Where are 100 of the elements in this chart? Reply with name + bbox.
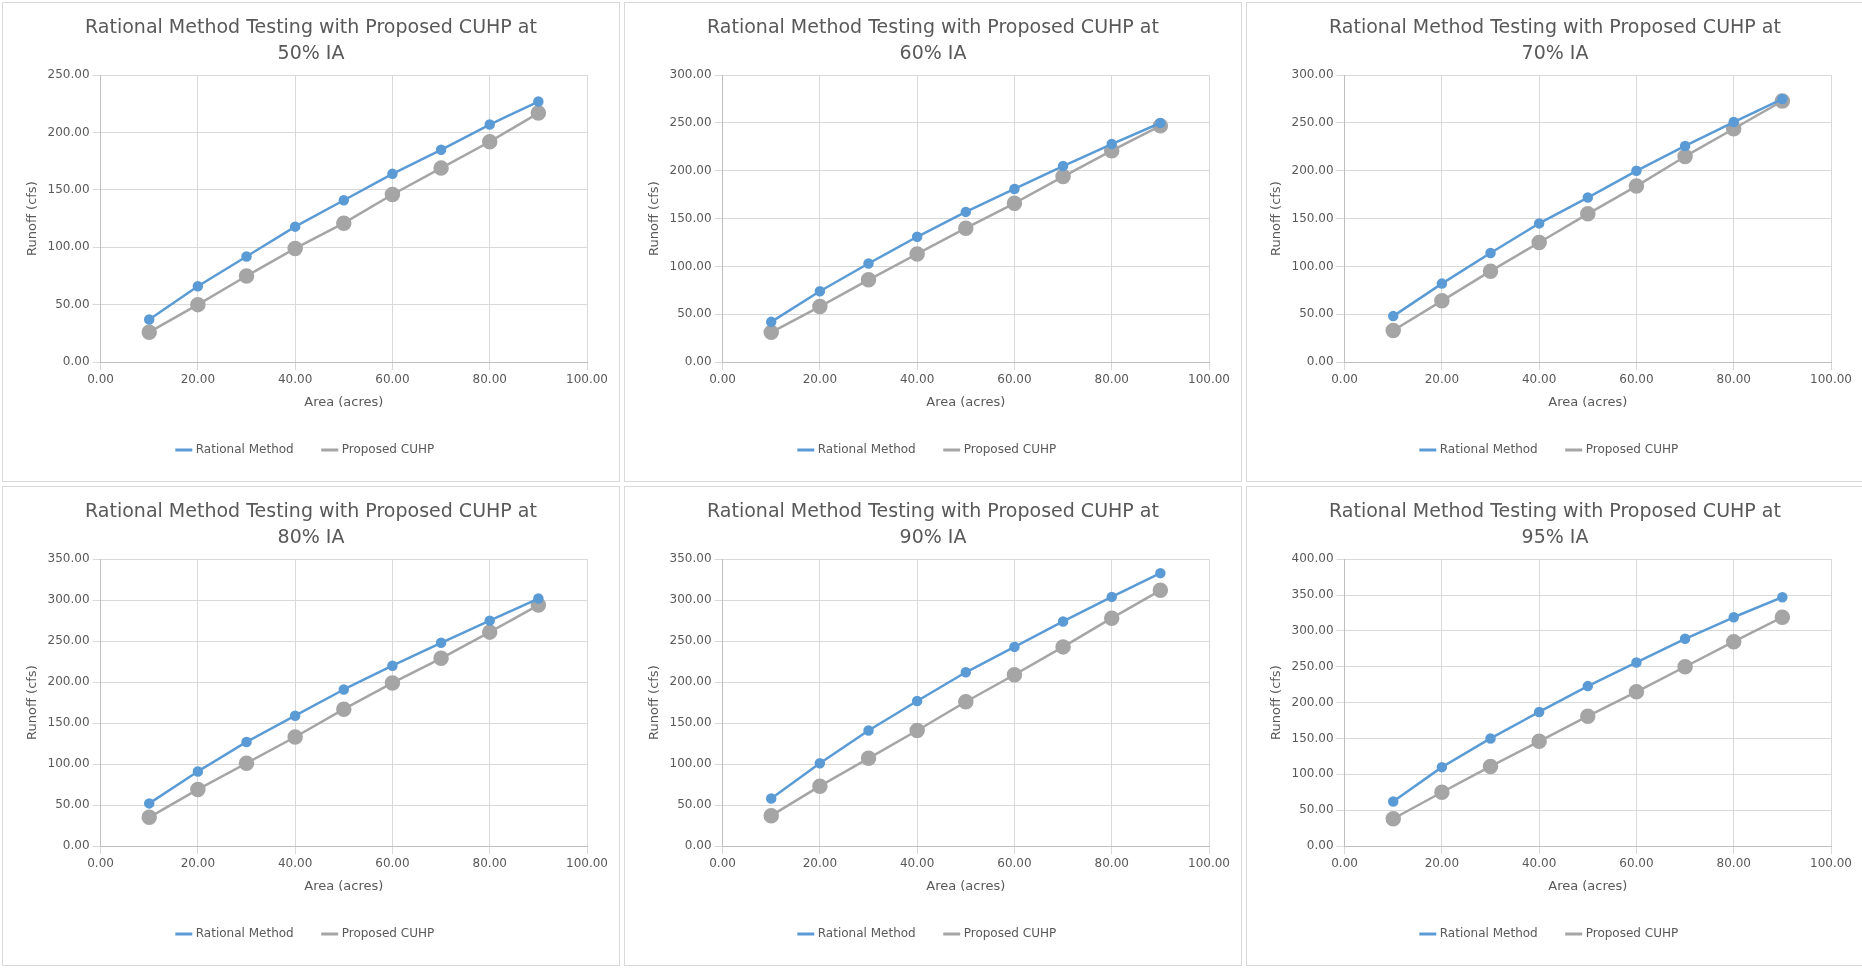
- legend-label: Rational Method: [1439, 442, 1538, 457]
- x-tick-label: 80.00: [1716, 856, 1751, 871]
- x-axis-title: Area (acres): [304, 393, 384, 409]
- legend-label: Rational Method: [195, 442, 294, 457]
- x-tick-label: 0.00: [1331, 372, 1358, 387]
- x-tick-label: 80.00: [472, 856, 507, 871]
- y-tick-label: 200.00: [1291, 694, 1334, 709]
- x-tick-label: 20.00: [180, 856, 216, 871]
- y-tick-label: 250.00: [669, 633, 712, 648]
- legend-label: Proposed CUHP: [963, 926, 1057, 941]
- y-tick-label: 200.00: [669, 162, 712, 177]
- y-tick-label: 300.00: [669, 67, 712, 82]
- y-tick-label: 100.00: [47, 239, 90, 254]
- x-tick-label: 20.00: [180, 372, 216, 387]
- y-tick-label: 150.00: [1291, 730, 1334, 745]
- chart-title: Rational Method Testing with Proposed CUHP at 95% IA: [1328, 498, 1782, 549]
- y-tick-label: 0.00: [1306, 838, 1334, 853]
- x-tick-label: 60.00: [1619, 372, 1654, 387]
- x-tick-label: 80.00: [472, 372, 507, 387]
- x-tick-label: 40.00: [1521, 856, 1557, 871]
- legend-label: Rational Method: [1439, 926, 1538, 941]
- x-tick-label: 60.00: [997, 372, 1032, 387]
- x-tick-label: 0.00: [87, 856, 114, 871]
- y-tick-label: 0.00: [684, 838, 712, 853]
- y-tick-label: 50.00: [55, 296, 90, 311]
- y-tick-label: 200.00: [669, 674, 712, 689]
- y-tick-label: 350.00: [669, 551, 712, 566]
- x-tick-label: 100.00: [1810, 372, 1853, 387]
- x-tick-label: 40.00: [899, 856, 935, 871]
- x-tick-label: 0.00: [1331, 856, 1358, 871]
- y-tick-label: 50.00: [55, 797, 90, 812]
- y-axis-title: Runoff (cfs): [646, 665, 662, 740]
- legend-label: Proposed CUHP: [1585, 926, 1679, 941]
- x-axis-title: Area (acres): [304, 877, 384, 893]
- x-axis-title: Area (acres): [926, 877, 1006, 893]
- y-tick-label: 100.00: [1291, 766, 1334, 781]
- y-tick-label: 100.00: [669, 258, 712, 273]
- y-tick-label: 50.00: [1299, 802, 1334, 817]
- x-tick-label: 0.00: [709, 856, 736, 871]
- x-tick-label: 40.00: [1521, 372, 1557, 387]
- y-tick-label: 200.00: [1291, 162, 1334, 177]
- x-tick-label: 100.00: [566, 372, 609, 387]
- y-tick-label: 250.00: [669, 115, 712, 130]
- x-tick-label: 60.00: [375, 372, 410, 387]
- legend-label: Proposed CUHP: [341, 926, 435, 941]
- legend-label: Rational Method: [195, 926, 294, 941]
- y-tick-label: 300.00: [669, 592, 712, 607]
- y-tick-label: 250.00: [47, 67, 90, 82]
- legend-label: Proposed CUHP: [1585, 442, 1679, 457]
- y-tick-label: 0.00: [62, 354, 90, 369]
- y-tick-label: 300.00: [47, 592, 90, 607]
- y-tick-label: 150.00: [47, 182, 90, 197]
- x-tick-label: 100.00: [1188, 372, 1231, 387]
- x-axis-title: Area (acres): [926, 393, 1006, 409]
- y-tick-label: 150.00: [1291, 210, 1334, 225]
- x-tick-label: 80.00: [1094, 856, 1129, 871]
- chart-title: Rational Method Testing with Proposed CUHP at 60% IA: [706, 14, 1160, 65]
- x-tick-label: 20.00: [1424, 856, 1460, 871]
- chart-title: Rational Method Testing with Proposed CUHP at 50% IA: [84, 14, 538, 65]
- legend-label: Proposed CUHP: [963, 442, 1057, 457]
- y-axis-title: Runoff (cfs): [24, 665, 40, 740]
- y-tick-label: 100.00: [1291, 258, 1334, 273]
- chart-title: Rational Method Testing with Proposed CUHP at 80% IA: [84, 498, 538, 549]
- y-axis-title: Runoff (cfs): [1268, 665, 1284, 740]
- y-tick-label: 0.00: [62, 838, 90, 853]
- x-tick-label: 40.00: [277, 856, 313, 871]
- y-tick-label: 250.00: [1291, 658, 1334, 673]
- x-tick-label: 100.00: [1810, 856, 1853, 871]
- y-tick-label: 150.00: [669, 715, 712, 730]
- x-tick-label: 100.00: [1188, 856, 1231, 871]
- y-tick-label: 0.00: [1306, 354, 1334, 369]
- y-axis-title: Runoff (cfs): [1268, 181, 1284, 256]
- y-tick-label: 200.00: [47, 674, 90, 689]
- x-tick-label: 60.00: [375, 856, 410, 871]
- legend-label: Proposed CUHP: [341, 442, 435, 457]
- y-tick-label: 50.00: [1299, 306, 1334, 321]
- y-tick-label: 250.00: [1291, 115, 1334, 130]
- chart-title: Rational Method Testing with Proposed CUHP at 90% IA: [706, 498, 1160, 549]
- x-tick-label: 40.00: [277, 372, 313, 387]
- x-tick-label: 20.00: [802, 856, 838, 871]
- y-tick-label: 50.00: [677, 797, 712, 812]
- x-tick-label: 100.00: [566, 856, 609, 871]
- y-tick-label: 300.00: [1291, 623, 1334, 638]
- x-axis-title: Area (acres): [1548, 393, 1628, 409]
- x-tick-label: 60.00: [997, 856, 1032, 871]
- y-tick-label: 150.00: [669, 210, 712, 225]
- y-axis-title: Runoff (cfs): [24, 181, 40, 256]
- y-tick-label: 200.00: [47, 124, 90, 139]
- x-tick-label: 0.00: [709, 372, 736, 387]
- legend-label: Rational Method: [817, 442, 916, 457]
- y-tick-label: 350.00: [47, 551, 90, 566]
- x-tick-label: 40.00: [899, 372, 935, 387]
- y-axis-title: Runoff (cfs): [646, 181, 662, 256]
- x-tick-label: 0.00: [87, 372, 114, 387]
- y-tick-label: 0.00: [684, 354, 712, 369]
- y-tick-label: 400.00: [1291, 551, 1334, 566]
- x-tick-label: 80.00: [1716, 372, 1751, 387]
- x-axis-title: Area (acres): [1548, 877, 1628, 893]
- x-tick-label: 80.00: [1094, 372, 1129, 387]
- y-tick-label: 50.00: [677, 306, 712, 321]
